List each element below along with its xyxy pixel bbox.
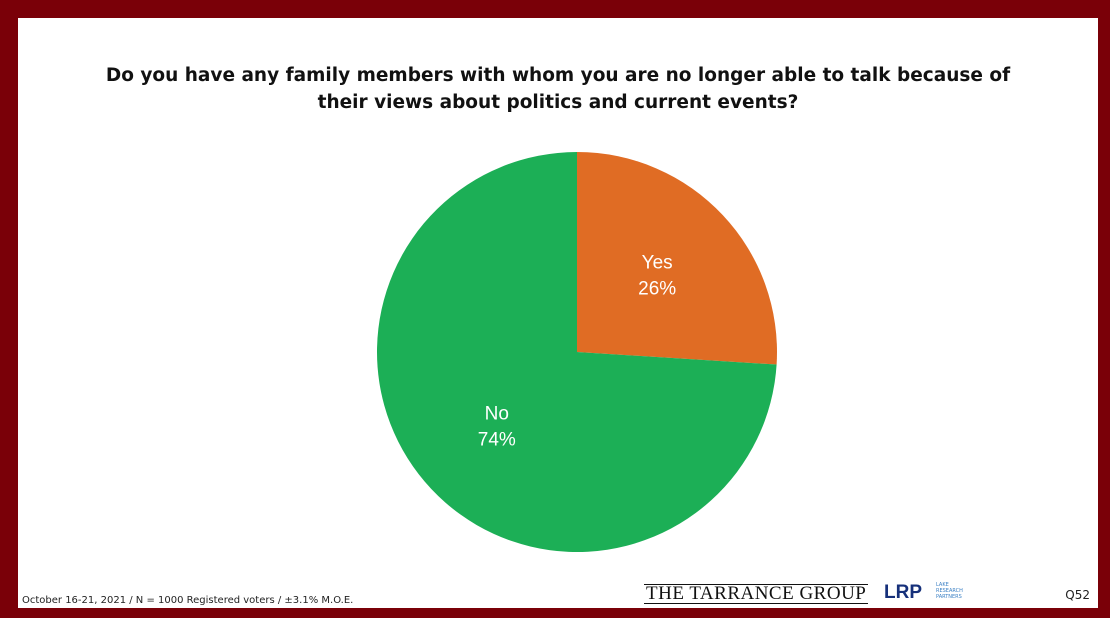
slice-label: Yes	[642, 253, 673, 274]
logo: THE TARRANCE GROUP	[644, 583, 869, 604]
chart-title: Do you have any family members with whom…	[105, 65, 1011, 113]
logo: LRP	[884, 582, 922, 603]
footnote: October 16-21, 2021 / N = 1000 Registere…	[22, 595, 354, 606]
page-number: Q52	[1065, 588, 1090, 602]
pie-slice	[377, 152, 777, 553]
chart: Yes 26% No 74%	[377, 152, 777, 553]
pie-slice	[577, 152, 777, 365]
slide: Do you have any family members with whom…	[18, 18, 1098, 608]
slice-label: No	[485, 403, 509, 424]
logo-caption: LAKE RESEARCH PARTNERS	[936, 582, 963, 600]
value-label: 26%	[638, 279, 676, 300]
value-label: 74%	[478, 429, 516, 450]
